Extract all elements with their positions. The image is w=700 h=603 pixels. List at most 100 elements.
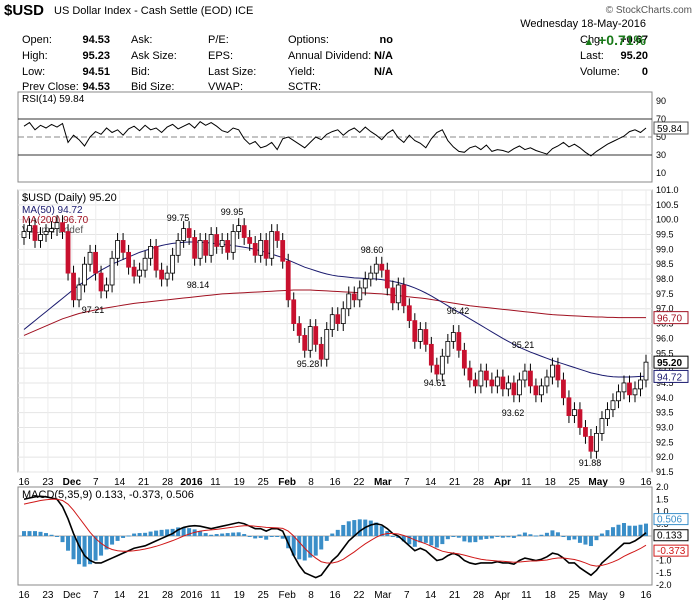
candle-body [406, 305, 412, 322]
price-annotation: 95.28 [297, 359, 320, 369]
x-axis-label: Mar [374, 477, 392, 488]
candle-body [368, 272, 374, 280]
candle-body [32, 225, 38, 241]
macd-histogram-bar [115, 536, 120, 541]
rsi-last-value: 59.84 [657, 124, 682, 135]
candle-body [109, 257, 115, 286]
quote-label: Bid Size: [131, 81, 175, 93]
rsi-tick-label: 70 [656, 114, 666, 124]
quote-label: Last: [580, 50, 604, 62]
x-axis-label: 9 [619, 477, 625, 488]
quote-value: N/A [374, 66, 393, 78]
candle-body [528, 370, 533, 387]
price-annotation: 95.21 [512, 340, 535, 350]
quote-label: Chg: [580, 34, 604, 46]
macd-histogram-bar [451, 536, 456, 537]
macd-histogram-bar [616, 524, 621, 536]
macd-histogram-bar [236, 532, 241, 536]
candle-body [544, 376, 550, 387]
x-axis-label: 25 [569, 477, 581, 488]
x-axis-label: 22 [353, 477, 365, 488]
candle-body [131, 266, 137, 277]
candle-body [384, 269, 390, 289]
candle-body [594, 433, 599, 452]
macd-histogram-bar [511, 536, 516, 538]
price-tick-label: 97.0 [656, 304, 674, 314]
candle-body [115, 240, 120, 259]
quote-value: 95.20 [620, 50, 648, 62]
quote-label: VWAP: [208, 81, 244, 93]
price-annotation: 96.42 [447, 306, 470, 316]
macd-histogram-bar [231, 532, 236, 536]
macd-histogram-bar [489, 536, 494, 539]
macd-x-axis-label: Apr [495, 590, 511, 601]
macd-histogram-bar [247, 536, 252, 537]
macd-tick-label: 1.5 [656, 494, 669, 504]
macd-histogram-bar [176, 527, 181, 536]
macd-histogram-bar [71, 536, 76, 560]
macd-histogram-bar [346, 521, 351, 536]
macd-histogram-bar [341, 524, 346, 536]
macd-histogram-bar [583, 536, 588, 545]
macd-histogram-bar [275, 536, 280, 537]
macd-tick-label: 1.0 [656, 507, 669, 517]
macd-histogram-bar [561, 536, 566, 537]
macd-histogram-bar [374, 522, 379, 536]
macd-histogram-bar [297, 536, 302, 560]
macd-x-axis-label: 25 [569, 590, 581, 601]
rsi-tick-label: 90 [656, 96, 666, 106]
macd-histogram-bar [456, 536, 461, 538]
macd-x-axis-label: 16 [640, 590, 652, 601]
macd-histogram-bar [60, 536, 65, 543]
price-tick-label: 99.5 [656, 230, 674, 240]
candle-body [153, 245, 159, 271]
quote-label: Low: [22, 66, 46, 78]
macd-histogram-bar [214, 534, 219, 536]
rsi-line [23, 121, 647, 157]
macd-x-axis-label: 9 [619, 590, 625, 601]
candle-body [533, 385, 539, 396]
candle-body [577, 409, 583, 428]
macd-histogram-bar [539, 534, 544, 536]
macd-x-axis-label: 2016 [180, 590, 203, 601]
macd-histogram-bar [104, 536, 109, 550]
candle-body [516, 379, 522, 396]
candle-body [346, 293, 352, 310]
candle-body [313, 326, 319, 345]
candle-body [561, 379, 566, 399]
x-axis-label: 7 [404, 477, 410, 488]
quote-label: Prev Close: [22, 81, 79, 93]
candle-body [511, 382, 517, 396]
candle-body [280, 240, 286, 262]
quote-label: Ask: [131, 34, 153, 46]
macd-histogram-bar [313, 536, 318, 556]
candle-body [225, 240, 231, 253]
macd-histogram-bar [412, 536, 417, 547]
candle-body [505, 382, 511, 390]
quote-value: 95.23 [82, 50, 110, 62]
macd-histogram-bar [610, 527, 615, 536]
macd-histogram-bar [484, 536, 489, 539]
candle-body [164, 272, 170, 280]
macd-histogram-bar [418, 536, 423, 543]
macd-histogram-bar [187, 528, 192, 536]
candle-body [434, 364, 440, 375]
candle-body [390, 287, 396, 304]
up-arrow-icon: ▲ [583, 36, 595, 48]
ma50-last-value: 94.72 [657, 372, 682, 383]
x-axis-label: 14 [425, 477, 437, 488]
candle-body [302, 335, 308, 351]
candle-body [638, 379, 643, 390]
macd-histogram-bar [506, 536, 511, 538]
candle-body [120, 240, 126, 253]
macd-histogram-bar [269, 536, 274, 537]
x-axis-label: 16 [640, 477, 652, 488]
rsi-tick-label: 30 [656, 150, 666, 160]
x-axis-label: 11 [521, 477, 532, 488]
candle-body [627, 382, 632, 396]
quote-label: P/E: [208, 34, 229, 46]
macd-histogram-bar [500, 536, 505, 538]
candle-body [379, 263, 385, 271]
candle-body [263, 240, 269, 259]
candle-body [555, 364, 561, 381]
